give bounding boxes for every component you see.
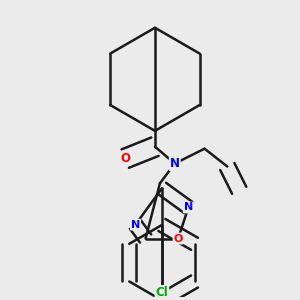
Text: N: N [184,202,193,212]
Text: Cl: Cl [155,286,168,299]
Text: O: O [173,233,183,244]
Text: N: N [170,157,180,170]
Text: O: O [120,152,130,165]
Text: N: N [131,220,140,230]
